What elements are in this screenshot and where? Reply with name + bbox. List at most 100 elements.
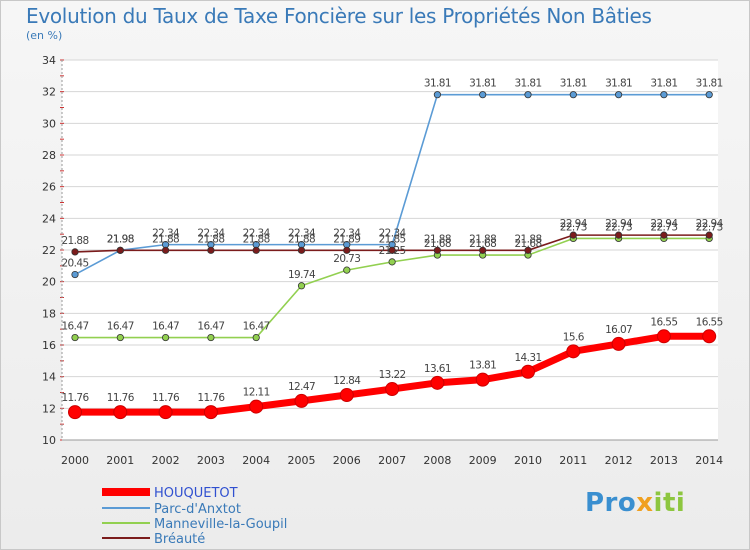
data-label-1: 22.34	[333, 228, 361, 240]
data-label-1: 22.34	[197, 228, 225, 240]
y-tick-label: 28	[42, 149, 56, 162]
data-point-3	[297, 246, 306, 254]
legend-label-0: HOUQUETOT	[154, 486, 238, 501]
data-point-0	[158, 405, 173, 420]
data-label-1: 31.81	[605, 78, 632, 90]
data-point-2	[162, 333, 170, 342]
data-point-2	[71, 333, 79, 342]
data-label-3: 21.85	[379, 233, 406, 245]
data-point-1	[614, 91, 623, 99]
data-label-2: 20.73	[333, 253, 360, 265]
data-point-3	[433, 246, 441, 254]
x-tick-label: 2004	[242, 454, 270, 467]
data-label-0: 13.22	[379, 369, 406, 381]
data-point-0	[339, 388, 354, 403]
data-label-2: 22.73	[650, 221, 677, 233]
data-label-2: 16.47	[152, 321, 179, 333]
data-point-0	[203, 405, 218, 420]
data-label-1: 31.81	[650, 78, 677, 90]
data-label-0: 11.76	[197, 392, 225, 404]
data-label-3: 21.88	[61, 235, 88, 247]
data-label-2: 22.73	[605, 221, 632, 233]
data-label-0: 15.6	[563, 331, 585, 343]
x-tick-label: 2005	[288, 454, 316, 467]
y-tick-label: 10	[42, 434, 56, 447]
data-point-2	[116, 333, 124, 342]
data-point-0	[249, 399, 264, 414]
data-label-3: 22.94	[605, 218, 633, 230]
data-point-0	[475, 372, 490, 387]
x-tick-label: 2010	[514, 454, 542, 467]
data-point-3	[388, 246, 396, 254]
data-point-3	[479, 246, 487, 254]
y-tick-label: 12	[42, 402, 56, 415]
y-tick-label: 18	[42, 307, 56, 320]
data-label-2: 21.25	[379, 245, 406, 257]
data-point-2	[207, 333, 215, 342]
data-label-2: 21.68	[469, 238, 496, 250]
data-point-0	[611, 336, 626, 351]
data-point-1	[660, 91, 668, 99]
data-label-2: 21.68	[424, 238, 451, 250]
data-point-1	[569, 91, 577, 99]
x-tick-label: 2001	[106, 454, 134, 467]
y-tick-label: 16	[42, 339, 56, 352]
data-label-1: 22.34	[152, 228, 180, 240]
data-point-2	[252, 333, 260, 342]
legend-label-2: Manneville-la-Goupil	[154, 517, 287, 532]
data-label-0: 13.81	[469, 360, 496, 372]
data-label-0: 12.84	[333, 375, 361, 387]
data-point-0	[702, 329, 717, 344]
data-label-3: 21.88	[288, 233, 315, 245]
data-point-3	[207, 246, 215, 254]
data-point-0	[113, 405, 128, 420]
data-label-0: 13.61	[424, 363, 451, 375]
x-tick-label: 2007	[378, 454, 406, 467]
data-point-2	[297, 282, 306, 290]
data-label-2: 22.73	[560, 221, 587, 233]
data-point-1	[71, 270, 79, 279]
data-label-0: 12.11	[243, 387, 270, 399]
data-point-0	[385, 382, 400, 397]
data-point-3	[116, 246, 124, 254]
data-point-3	[614, 231, 623, 239]
y-tick-label: 20	[42, 276, 56, 289]
y-tick-label: 34	[42, 54, 56, 67]
data-label-3: 21.88	[197, 233, 224, 245]
data-point-1	[479, 91, 487, 99]
data-label-0: 11.76	[61, 392, 89, 404]
data-label-0: 12.47	[288, 381, 315, 393]
data-label-1: 31.81	[424, 78, 451, 90]
data-point-0	[68, 405, 82, 420]
data-point-1	[433, 91, 441, 99]
data-point-3	[343, 246, 351, 254]
x-tick-label: 2006	[333, 454, 361, 467]
y-tick-label: 22	[42, 244, 56, 257]
data-label-0: 16.07	[605, 324, 632, 336]
data-label-0: 14.31	[514, 352, 541, 364]
data-point-1	[705, 91, 713, 99]
data-point-3	[162, 246, 170, 254]
data-label-3: 21.88	[514, 233, 541, 245]
data-label-3: 21.88	[424, 233, 451, 245]
data-label-2: 16.47	[197, 321, 224, 333]
data-label-1: 31.81	[696, 78, 723, 90]
data-label-1: 31.81	[560, 78, 587, 90]
data-label-1: 31.81	[469, 78, 496, 90]
data-label-2: 21.68	[514, 238, 541, 250]
data-label-2: 19.74	[288, 269, 316, 281]
data-label-2: 16.47	[107, 321, 134, 333]
chart-subtitle: (en %)	[26, 29, 63, 42]
data-point-1	[524, 91, 532, 99]
data-point-2	[343, 266, 351, 274]
data-label-3: 22.94	[696, 218, 724, 230]
data-label-3: 21.88	[152, 233, 179, 245]
legend-label-1: Parc-d'Anxtot	[154, 502, 241, 517]
x-tick-label: 2003	[197, 454, 225, 467]
data-label-1: 21.98	[107, 233, 134, 245]
x-tick-label: 2014	[695, 454, 723, 467]
data-point-0	[656, 329, 671, 344]
data-point-2	[388, 258, 396, 266]
x-tick-label: 2000	[61, 454, 89, 467]
